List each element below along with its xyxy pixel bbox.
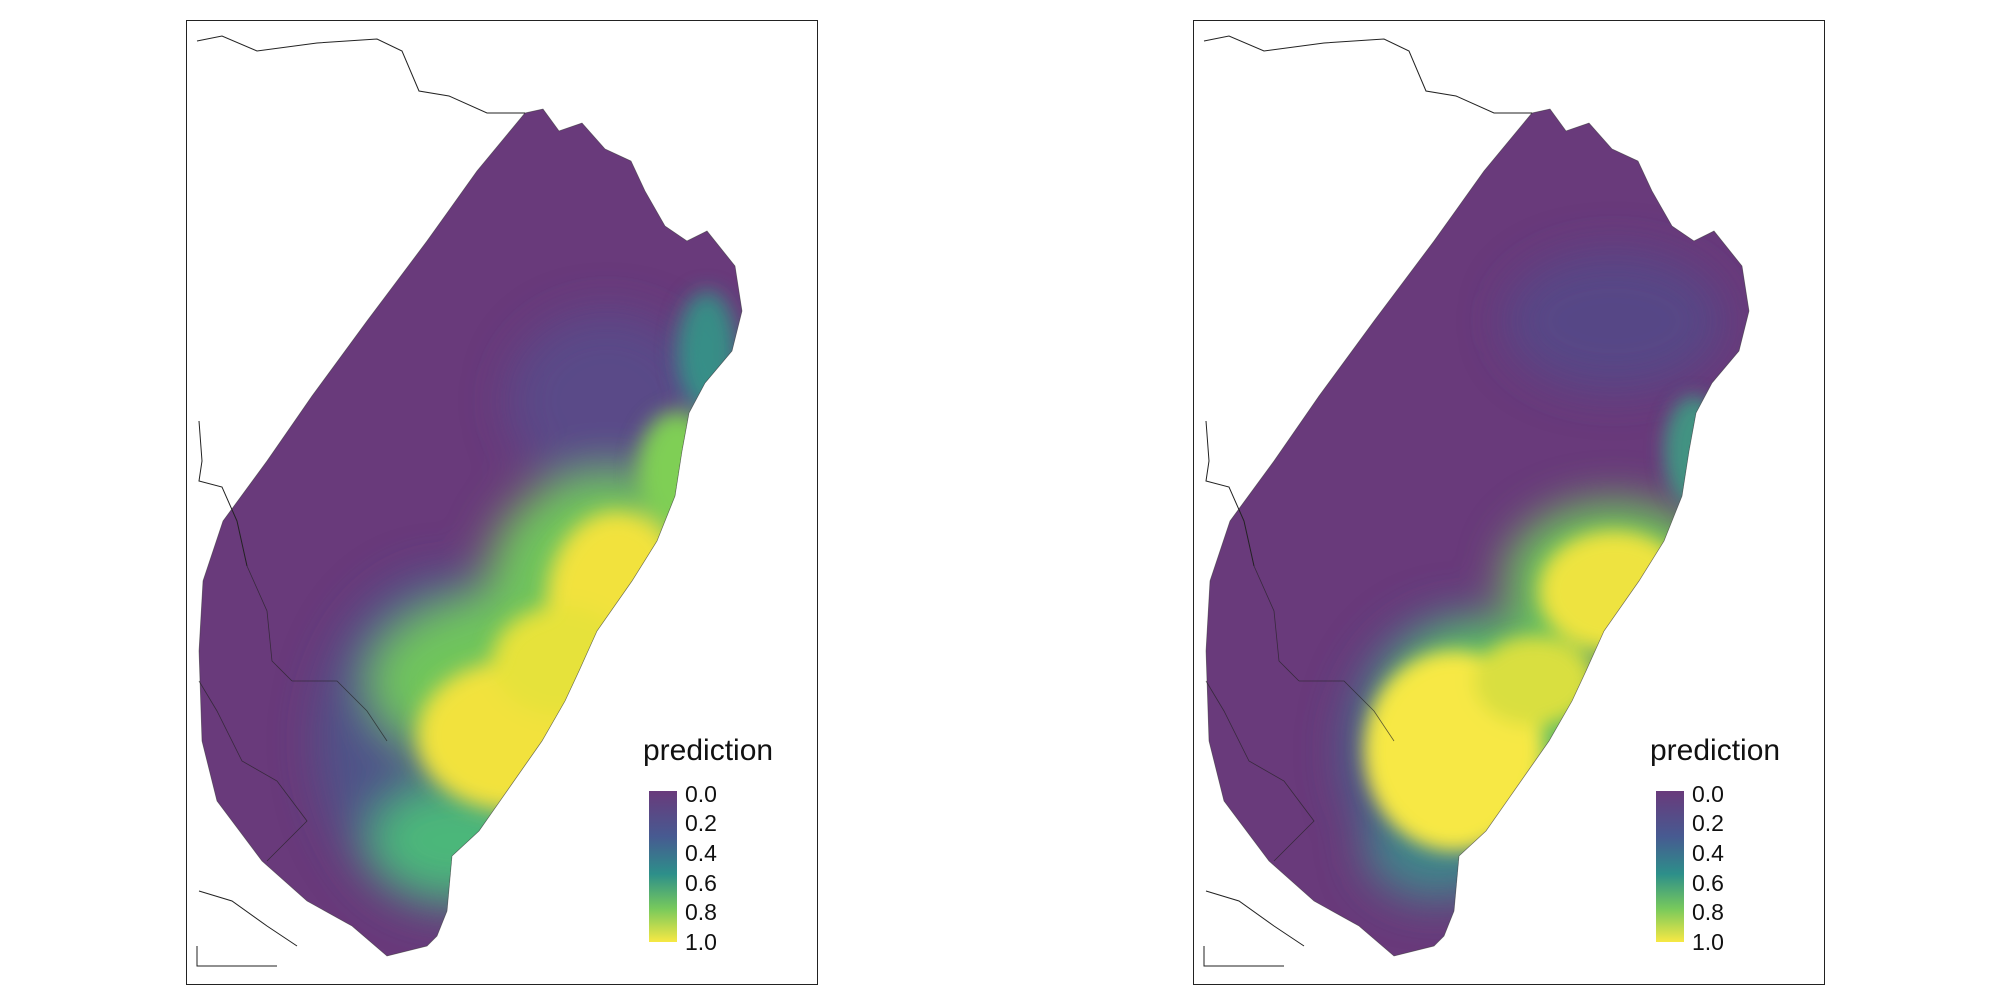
- legend-tick: 0.6: [1692, 870, 1724, 896]
- legend-tick: 0.8: [1692, 899, 1724, 925]
- legend-tick: 0.4: [1692, 840, 1724, 866]
- legend-tick: 0.6: [685, 870, 717, 896]
- legend: prediction 0.0 0.2 0.4 0.6 0.8 1.0: [1650, 734, 1820, 974]
- legend-tick: 0.0: [685, 781, 717, 807]
- legend-tick: 0.8: [685, 899, 717, 925]
- legend-title: prediction: [643, 734, 774, 767]
- legend-tick: 0.2: [1692, 810, 1724, 836]
- map-panel-left: prediction 0.0 0.2 0.4 0.6 0.8 1.0: [186, 20, 818, 985]
- legend: prediction 0.0 0.2 0.4 0.6 0.8 1.0: [643, 734, 813, 974]
- legend-title: prediction: [1650, 734, 1781, 767]
- legend-tick: 0.4: [685, 840, 717, 866]
- legend-tick: 0.0: [1692, 781, 1724, 807]
- legend-colorbar: [649, 791, 677, 942]
- legend-tick: 1.0: [1692, 929, 1724, 955]
- legend-tick: 0.2: [685, 810, 717, 836]
- legend-colorbar: [1656, 791, 1684, 942]
- map-panel-right: prediction 0.0 0.2 0.4 0.6 0.8 1.0: [1193, 20, 1825, 985]
- legend-tick: 1.0: [685, 929, 717, 955]
- prediction-map-left: [187, 21, 817, 984]
